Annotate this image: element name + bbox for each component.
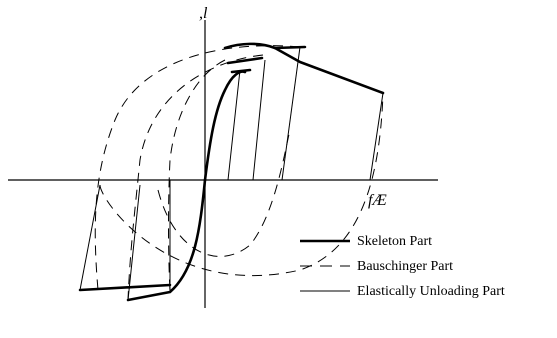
bauschinger-loop-mid	[127, 54, 264, 301]
unloading-line-5	[79, 184, 101, 291]
unloading-line-6	[127, 184, 141, 301]
unloading-line-1	[281, 46, 301, 181]
bauschinger-loop-inner	[168, 59, 226, 293]
legend-label-bauschinger: Bauschinger Part	[357, 259, 453, 274]
bauschinger-loop-outer	[94, 45, 301, 291]
y-axis-label: ,l	[199, 5, 208, 22]
unloading-line-4	[227, 69, 241, 181]
bauschinger-loop-outer-return	[99, 92, 384, 277]
skeleton-curve-top-3	[230, 68, 252, 74]
legend: Skeleton Part Bauschinger Part Elastical…	[300, 234, 505, 299]
legend-label-skeleton: Skeleton Part	[357, 234, 432, 249]
skeleton-curve-top-1	[223, 42, 307, 50]
x-axis-label: fÆ	[368, 192, 387, 209]
skeleton-curve-positive	[203, 70, 247, 182]
skeleton-curve-bottom	[78, 283, 172, 292]
unloading-line-2	[369, 92, 384, 181]
skeleton-curve-negative	[126, 178, 207, 302]
unloading-line-3	[252, 59, 266, 181]
legend-label-unloading: Elastically Unloading Part	[357, 284, 505, 299]
bauschinger-loop-mid-return	[157, 129, 291, 257]
skeleton-curve-top-2	[226, 56, 264, 65]
skeleton-curve-softening	[273, 46, 385, 95]
